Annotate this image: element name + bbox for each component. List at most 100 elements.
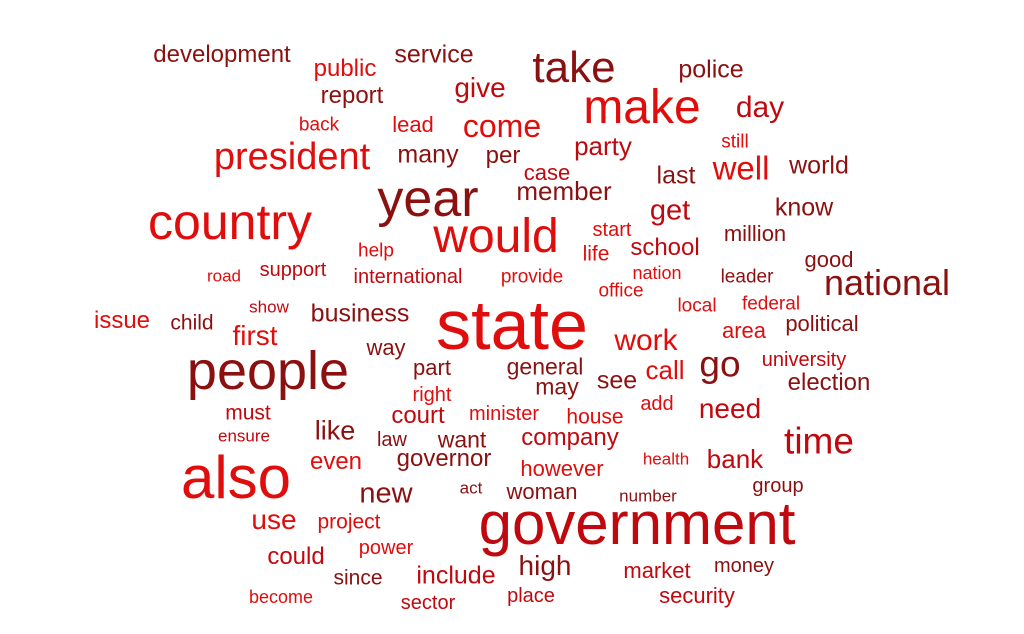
word-would: would (433, 210, 559, 263)
word-national: national (823, 262, 951, 303)
word-act: act (459, 478, 483, 498)
word-see: see (596, 366, 638, 395)
word-service: service (394, 40, 474, 69)
word-day: day (735, 91, 785, 124)
word-lead: lead (392, 112, 434, 137)
word-way: way (366, 335, 406, 360)
word-party: party (574, 131, 632, 161)
word-place: place (507, 585, 555, 607)
word-local: local (677, 295, 717, 317)
word-last: last (656, 161, 696, 190)
word-police: police (678, 55, 744, 84)
word-political: political (785, 311, 859, 336)
word-court: court (391, 402, 445, 429)
word-go: go (699, 343, 741, 385)
word-high: high (518, 550, 572, 581)
word-give: give (454, 72, 506, 103)
word-report: report (320, 82, 384, 109)
word-could: could (267, 543, 325, 570)
word-per: per (485, 142, 521, 169)
word-right: right (412, 384, 452, 406)
word-health: health (642, 449, 690, 469)
word-house: house (566, 405, 624, 429)
word-need: need (698, 393, 762, 424)
word-first: first (232, 320, 278, 351)
word-office: office (598, 280, 644, 302)
word-many: many (397, 140, 459, 169)
word-year: year (377, 170, 479, 228)
word-company: company (521, 424, 619, 451)
word-include: include (416, 561, 496, 590)
word-however: however (520, 456, 604, 481)
word-group: group (752, 475, 804, 497)
word-also: also (180, 444, 292, 511)
word-project: project (317, 510, 381, 534)
word-public: public (313, 55, 377, 82)
word-government: government (478, 490, 796, 557)
word-add: add (640, 393, 674, 415)
word-still: still (721, 131, 749, 153)
word-leader: leader (720, 266, 774, 288)
word-bank: bank (706, 444, 764, 474)
word-woman: woman (506, 479, 578, 504)
word-back: back (298, 114, 340, 136)
word-case: case (523, 160, 571, 185)
word-federal: federal (741, 293, 801, 315)
word-ensure: ensure (218, 426, 270, 446)
word-get: get (649, 194, 691, 227)
word-million: million (723, 221, 787, 246)
word-security: security (659, 583, 735, 608)
word-university: university (761, 349, 847, 371)
word-life: life (582, 242, 610, 266)
word-governor: governor (396, 445, 492, 472)
word-minister: minister (468, 403, 540, 425)
word-work: work (614, 324, 678, 357)
word-state: state (436, 286, 588, 364)
word-development: development (153, 41, 291, 68)
word-start: start (592, 219, 632, 241)
word-power: power (358, 537, 414, 559)
word-know: know (774, 193, 834, 222)
word-must: must (225, 401, 271, 425)
word-take: take (532, 43, 616, 92)
word-money: money (713, 555, 775, 577)
word-child: child (170, 311, 214, 335)
word-call: call (645, 355, 685, 385)
word-country: country (148, 194, 312, 250)
word-support: support (259, 259, 327, 281)
word-sector: sector (400, 592, 456, 614)
word-part: part (413, 355, 451, 380)
word-even: even (309, 448, 363, 475)
word-president: president (213, 136, 371, 178)
word-international: international (353, 266, 463, 288)
word-come: come (462, 108, 542, 144)
word-time: time (784, 420, 854, 462)
word-may: may (535, 373, 579, 400)
word-people: people (186, 341, 350, 401)
word-general: general (506, 353, 584, 380)
word-good: good (804, 247, 854, 272)
word-new: new (359, 477, 413, 510)
word-member: member (516, 176, 612, 206)
word-law: law (376, 429, 408, 451)
word-well: well (712, 149, 770, 187)
word-nation: nation (632, 263, 682, 283)
word-market: market (623, 558, 691, 583)
word-business: business (310, 299, 410, 328)
word-road: road (206, 266, 242, 286)
word-area: area (721, 318, 767, 343)
word-election: election (787, 369, 871, 396)
word-become: become (248, 587, 314, 607)
word-issue: issue (93, 307, 151, 334)
word-like: like (314, 415, 356, 446)
word-number: number (619, 486, 677, 506)
word-use: use (251, 504, 297, 535)
word-help: help (358, 240, 394, 262)
word-since: since (333, 566, 383, 590)
word-want: want (437, 426, 487, 453)
word-school: school (630, 234, 700, 261)
word-show: show (249, 297, 289, 317)
word-provide: provide (500, 266, 564, 288)
word-make: make (583, 81, 701, 134)
